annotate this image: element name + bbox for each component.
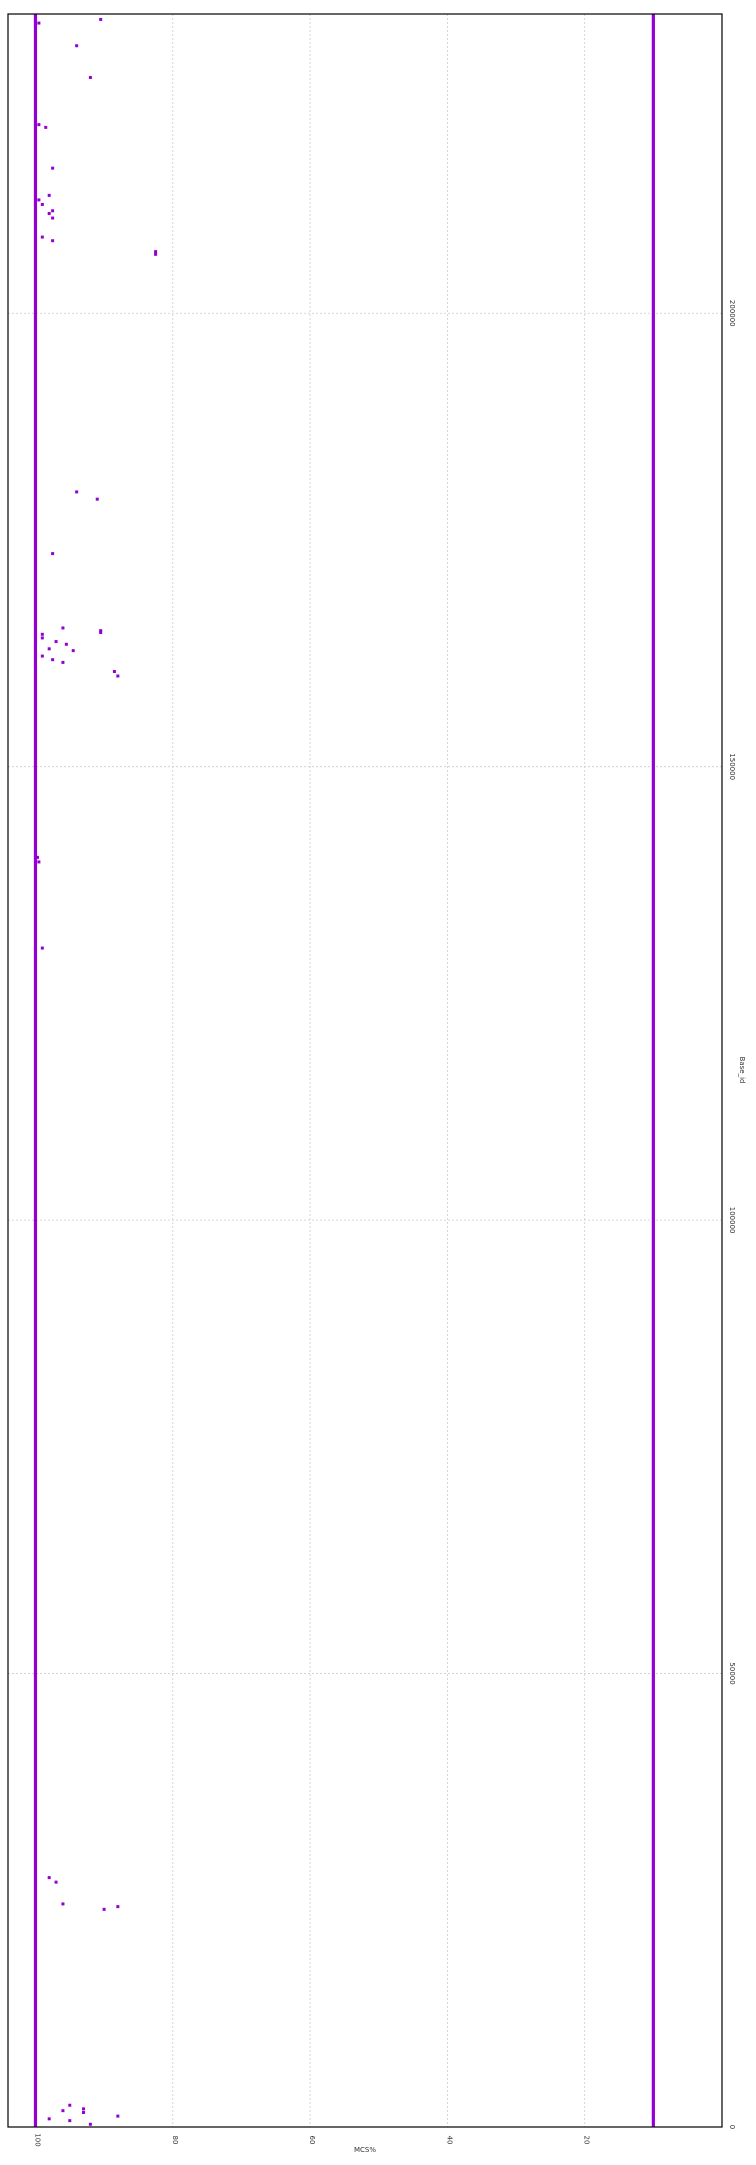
y-tick-label: 40 [445, 2136, 453, 2145]
data-point [64, 642, 68, 646]
x-axis-ticks: 0 50000 100000 150000 200000 [728, 300, 736, 2129]
data-point [99, 630, 103, 634]
data-point [47, 2117, 51, 2121]
x-tick-label: 100000 [728, 1207, 736, 1234]
data-point [75, 490, 79, 494]
data-point [88, 2122, 92, 2126]
data-point [154, 250, 158, 254]
data-point [44, 125, 48, 129]
data-point [54, 640, 58, 644]
data-point [99, 17, 103, 21]
data-point [68, 2119, 72, 2123]
data-band [33, 14, 38, 2127]
data-bands [33, 14, 655, 2127]
x-tick-label: 150000 [728, 753, 736, 780]
x-axis-label: Base_id [738, 1057, 746, 1084]
data-point [68, 2103, 72, 2107]
data-point [51, 166, 55, 170]
data-point [40, 636, 44, 640]
data-point [51, 552, 55, 556]
data-point [112, 669, 116, 673]
y-tick-label: 60 [308, 2136, 316, 2145]
data-point [47, 647, 51, 651]
data-point [47, 212, 51, 216]
data-point [75, 44, 79, 48]
data-point [82, 2110, 86, 2114]
data-point [51, 216, 55, 220]
data-point [47, 193, 51, 197]
data-point [40, 654, 44, 658]
data-point [47, 1876, 51, 1880]
y-tick-label: 100 [33, 2133, 41, 2146]
data-point [88, 75, 92, 79]
y-tick-label: 20 [583, 2136, 591, 2145]
data-point [51, 658, 55, 662]
x-tick-label: 200000 [728, 300, 736, 327]
y-axis-ticks: 100 80 60 40 20 [33, 2133, 590, 2146]
data-point [37, 198, 41, 202]
data-point [61, 1902, 65, 1906]
data-point [37, 860, 41, 864]
data-point [40, 632, 44, 636]
y-tick-label: 80 [171, 2136, 179, 2145]
data-point [102, 1907, 106, 1911]
y-axis-label: MCS% [354, 2146, 376, 2154]
data-point [61, 626, 65, 630]
data-point [71, 649, 75, 653]
data-point [33, 15, 37, 19]
data-point [116, 2114, 120, 2118]
x-tick-label: 50000 [728, 1662, 736, 1684]
data-point [54, 1880, 58, 1884]
data-point [40, 946, 44, 950]
data-point [37, 123, 41, 127]
x-tick-label: 0 [728, 2125, 736, 2129]
data-point [116, 1905, 120, 1909]
data-point [40, 202, 44, 206]
data-band [651, 14, 655, 2127]
data-point [82, 2107, 86, 2111]
data-point [40, 235, 44, 239]
data-point [51, 209, 55, 213]
data-point [95, 497, 99, 501]
data-point [51, 239, 55, 243]
data-point [37, 21, 41, 25]
data-point [61, 2109, 65, 2113]
data-point [36, 855, 40, 859]
data-point [99, 629, 103, 633]
data-point [61, 660, 65, 664]
data-point [154, 252, 158, 256]
data-points [33, 15, 158, 2126]
plot-frame [7, 13, 723, 2128]
data-point [116, 674, 120, 678]
